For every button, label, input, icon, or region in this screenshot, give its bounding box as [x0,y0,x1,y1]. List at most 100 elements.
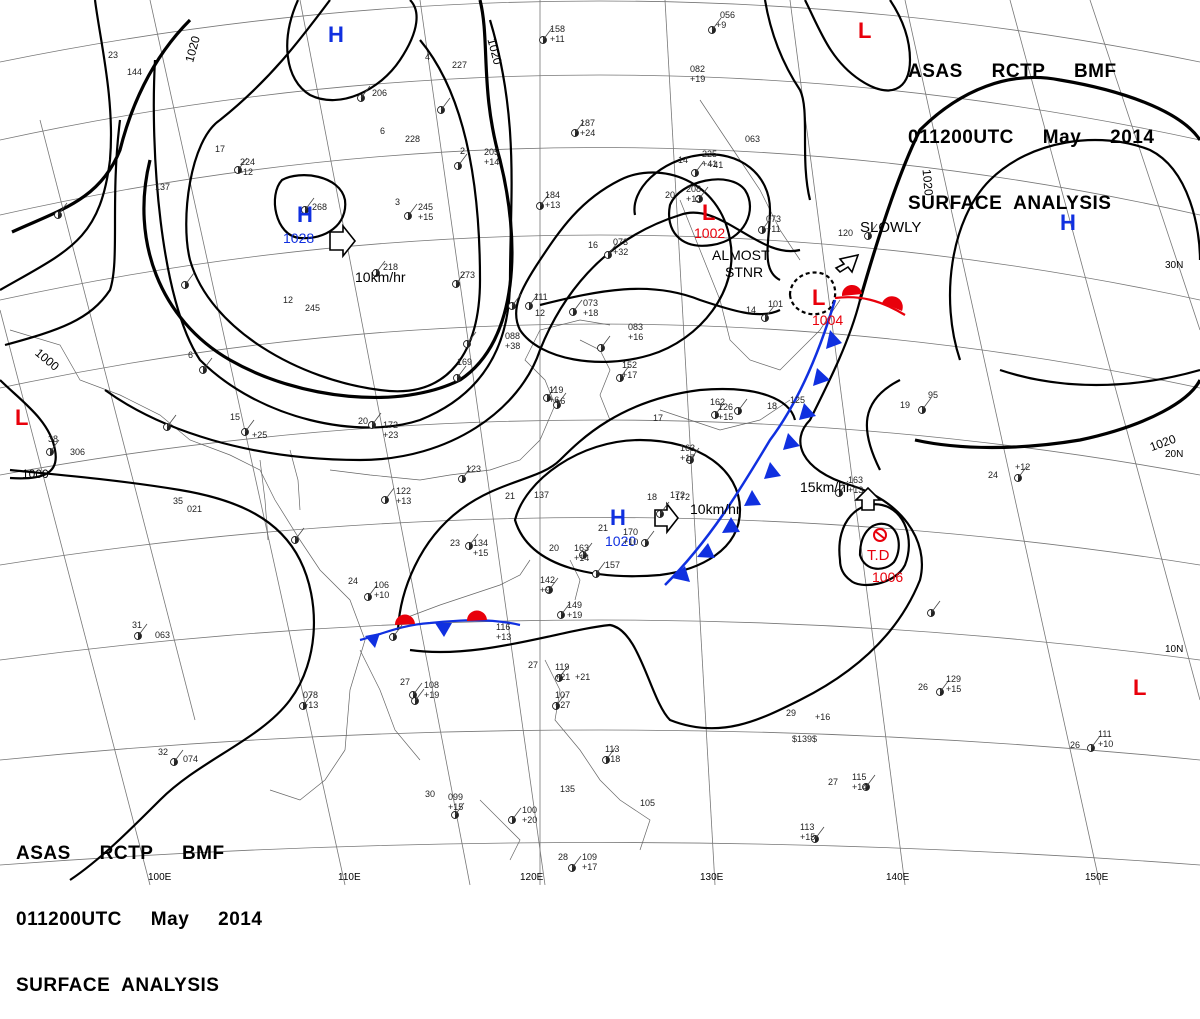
station-value: 158 [550,24,565,34]
station-temp: 38 [48,434,58,444]
station-value: 099 [448,792,463,802]
lon-label-150e: 150E [1085,872,1109,883]
station-wind-barb [466,331,477,345]
station-value: 134 [473,538,488,548]
station-wind-barb [57,202,68,216]
station-value: 088 [505,331,520,341]
station-value: 119 [549,385,563,395]
station-value: 129 [946,674,961,684]
station-temp: 23 [450,538,460,548]
isobar-label: 1020 [182,34,203,64]
station-temp: 30 [425,789,435,799]
station-wind-barb [930,600,941,614]
station-wind-barb [137,623,148,637]
station-temp: 18 [767,401,777,411]
station-value: 073 [766,214,781,224]
station-value: +13 [545,200,560,210]
td-value: 1006 [872,569,903,585]
station-wind-barb [371,412,382,426]
header-line-3: SURFACE ANALYSIS [908,193,1112,214]
station-wind-barb [360,85,371,99]
lat-label-30n: 30N [1165,260,1183,271]
lat-label-20n: 20N [1165,449,1183,460]
station-value: 106 [374,580,389,590]
station-wind-barb [605,747,616,761]
station-value: +12 [1015,462,1030,472]
station-value: +11 [766,224,781,234]
station-value: 172 [675,492,690,502]
station-wind-barb [184,272,195,286]
station-wind-barb [714,402,725,416]
station-temp: 15 [230,412,240,422]
station-wind-barb [555,693,566,707]
station-value: 218 [383,262,398,272]
station-value: 172 [670,490,685,500]
high-center-mongolia: H [297,202,313,227]
station-value: 105 [640,798,655,808]
station-temp: 24 [348,576,358,586]
station-value: 122 [396,486,411,496]
station-markers [46,17,1101,872]
high-center-north: H [328,22,344,47]
station-wind-barb [294,527,305,541]
station-wind-barb [582,542,593,556]
station-value: 228 [405,134,420,144]
station-temp: 19 [900,400,910,410]
station-temp: 12 [535,308,545,318]
station-value: 078 [303,690,318,700]
station-value: 101 [768,299,783,309]
station-value: +13 [686,194,701,204]
station-value: 115 [852,772,866,782]
station-temp: 17 [215,144,225,154]
station-value: +18 [605,754,620,764]
station-value: 224 [240,157,255,167]
station-value: 187 [580,118,595,128]
station-value: +27 [555,700,570,710]
station-wind-barb [921,397,932,411]
station-wind-barb [202,357,213,371]
station-value: +15 [448,802,463,812]
station-value: 268 [312,202,327,212]
station-wind-barb [574,120,585,134]
lat-label-10n: 10N [1165,644,1183,655]
station-wind-barb [304,197,315,211]
high-value-mongolia: 1028 [283,230,314,246]
low-center-west: L [15,405,28,430]
high-center-south: H [610,505,626,530]
station-temp: 26 [1070,740,1080,750]
isobar-label: 1000 [22,467,49,481]
station-value: 111 [534,292,548,302]
motion-stnr: STNR [725,264,763,280]
station-value: 108 [424,680,439,690]
station-wind-barb [511,293,522,307]
low-center-se: L [1133,675,1146,700]
station-value: 205 [484,147,499,157]
station-value: 163 [848,475,863,485]
isobar-label: 1020 [484,37,505,67]
station-value: 227 [452,60,467,70]
station-value: +32 [613,247,628,257]
station-temp: 6 [380,126,385,136]
station-value: 206 [372,88,387,98]
station-temp: 24 [988,470,998,480]
station-value: +24 [580,128,595,138]
station-wind-barb [407,203,418,217]
station-value: +19 [690,74,705,84]
station-value: +14 [484,157,499,167]
station-value: 163 [574,543,589,553]
station-wind-barb [838,480,849,494]
station-value: 225 [702,149,717,159]
station-value: 126 [718,402,733,412]
station-value: +9 [716,20,726,30]
station-temp: 3 [395,197,400,207]
station-wind-barb [528,293,539,307]
station-value: $139$ [792,734,817,744]
station-temp: 28 [558,852,568,862]
station-value: 120 [838,228,853,238]
station-value: +38 [505,341,520,351]
station-value: +10 [1098,739,1113,749]
station-value: 306 [70,447,85,457]
chart-header-bottom: ASAS RCTP BMF 011200UTC May 2014 SURFACE… [16,799,262,1019]
station-value: 157 [605,560,620,570]
station-value: +6 [555,396,565,406]
